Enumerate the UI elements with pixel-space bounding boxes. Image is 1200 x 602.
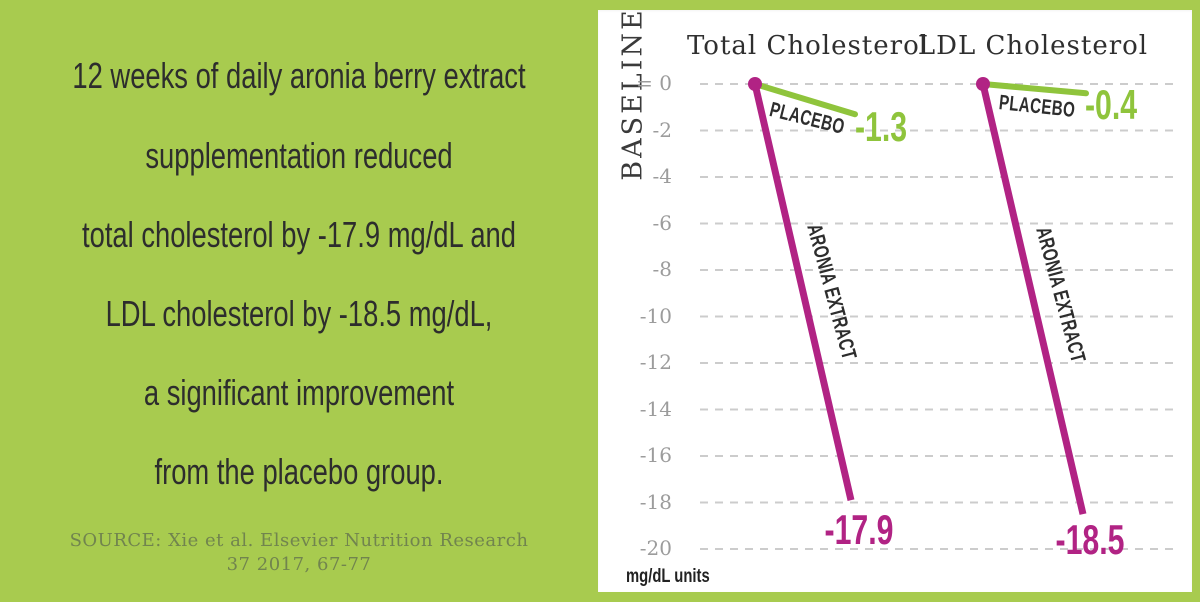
source-line: 37 2017, 67-77 [226,554,372,575]
y-tick-label: -8 [652,257,672,281]
quote-line: 12 weeks of daily aronia berry extract [72,55,526,96]
column-title-ldl-cholesterol: LDL Cholesterol [917,31,1149,61]
placebo-value: -0.4 [1084,81,1138,128]
chart-svg [700,77,1176,550]
quote-line: a significant improvement [143,372,455,413]
quote-line: supplementation reduced [145,135,453,176]
quote-line: LDL cholesterol by -18.5 mg/dL, [105,293,493,334]
placebo-line [752,81,858,118]
y-tick-label: -6 [652,210,672,235]
units-label: mg/dL units [626,566,710,587]
y-tick-label: -16 [639,443,672,467]
aronia-extract-line [751,83,855,501]
aronia-extract-line [979,83,1087,515]
y-tick-label: -20 [639,536,672,560]
baseline-dot [976,77,990,91]
source-line: SOURCE: Xie et al. Elsevier Nutrition Re… [69,530,529,551]
column-title-total-cholesterol: Total Cholesterol [686,31,930,61]
left-quote-panel: 12 weeks of daily aronia berry extract s… [0,0,598,602]
y-tick-label: -4 [652,164,672,188]
y-tick-label: -18 [639,489,672,514]
baseline-dot [748,77,762,91]
quote-line: total cholesterol by -17.9 mg/dL and [82,214,516,255]
y-tick-label: -10 [639,303,672,328]
aronia-value: -18.5 [1055,516,1125,563]
source-citation: SOURCE: Xie et al. Elsevier Nutrition Re… [0,529,598,577]
quote-line: from the placebo group. [154,451,444,492]
chart-card: BASELINE Total Cholesterol LDL Cholester… [598,7,1192,592]
placebo-line [980,81,1089,97]
placebo-value: -1.3 [854,103,908,150]
aronia-value: -17.9 [824,506,894,553]
y-tick-label: -2 [652,117,672,142]
y-tick-baseline-zero: = 0 [636,71,672,95]
y-tick-label: -14 [639,396,672,421]
y-tick-label: -12 [639,350,672,374]
